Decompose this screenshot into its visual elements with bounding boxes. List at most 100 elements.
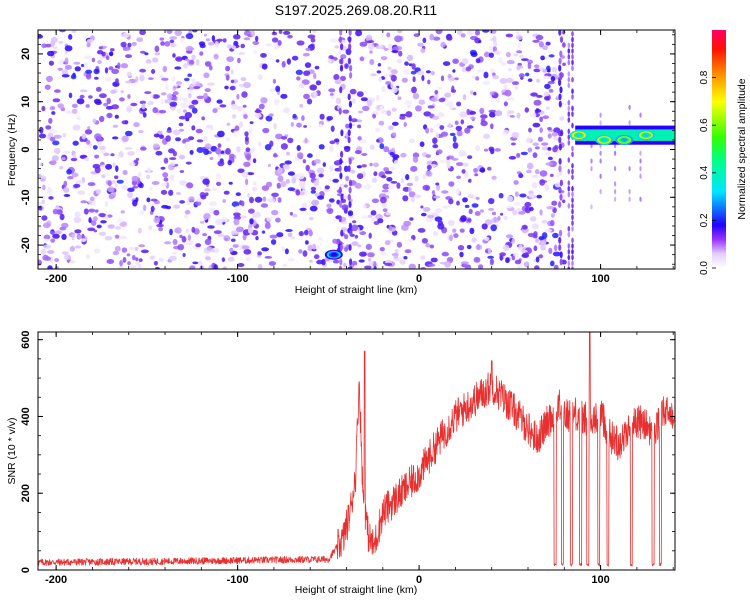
heatmap-cell: [50, 40, 55, 47]
heatmap-cell: [311, 248, 317, 252]
heatmap-cell: [252, 41, 260, 45]
heatmap-cell: [539, 240, 547, 245]
heatmap-cell: [47, 188, 54, 195]
heatmap-cell: [43, 238, 49, 242]
heatmap-cell: [54, 265, 59, 269]
heatmap-cell: [492, 75, 499, 80]
heatmap-cell: [349, 88, 357, 95]
heatmap-cell: [61, 157, 66, 161]
colorbar-tick-label: 0.6: [699, 118, 710, 132]
heatmap-cell: [299, 207, 307, 211]
heatmap-cell: [243, 114, 248, 119]
heatmap-cell: [462, 197, 468, 203]
heatmap-cell: [231, 114, 237, 119]
heatmap-cell: [180, 102, 188, 109]
heatmap-cell: [383, 48, 389, 51]
heatmap-cell: [468, 178, 472, 183]
heatmap-cell: [61, 69, 69, 76]
heatmap-cell: [542, 45, 548, 50]
heatmap-cell: [52, 98, 61, 103]
heatmap-cell: [435, 182, 440, 186]
heatmap-cell: [213, 264, 218, 269]
heatmap-cell: [134, 246, 139, 251]
heatmap-cell: [541, 142, 549, 146]
heatmap-cell: [328, 88, 336, 93]
heatmap-cell: [100, 220, 107, 224]
heatmap-cell: [567, 260, 571, 267]
heatmap-cell: [558, 57, 562, 65]
heatmap-cell: [267, 163, 271, 168]
heatmap-cell: [202, 233, 208, 237]
heatmap-cell: [108, 66, 114, 71]
heatmap-cell: [194, 201, 202, 206]
heatmap-cell: [84, 55, 93, 60]
heatmap-cell: [271, 192, 279, 197]
heatmap-cell: [273, 152, 278, 158]
heatmap-cell: [313, 180, 320, 187]
heatmap-cell: [250, 30, 255, 37]
heatmap-cell: [464, 204, 470, 208]
heatmap-cell: [456, 188, 460, 195]
chart-title: S197.2025.269.08.20.R11: [275, 2, 438, 18]
heatmap-cell: [249, 121, 254, 124]
heatmap-cell: [349, 64, 353, 72]
heatmap-cell: [452, 228, 457, 233]
heatmap-cell: [301, 115, 305, 121]
heatmap-cell: [270, 239, 277, 245]
heatmap-cell: [614, 150, 617, 156]
heatmap-cell: [329, 140, 336, 145]
heatmap-cell: [140, 146, 147, 151]
heatmap-cell: [291, 55, 299, 61]
heatmap-cell: [191, 30, 198, 33]
heatmap-cell: [80, 63, 85, 68]
heatmap-cell: [521, 252, 530, 258]
heatmap-cell: [471, 203, 479, 208]
heatmap-cell: [339, 64, 344, 72]
heatmap-cell: [571, 59, 574, 66]
heatmap-cell: [185, 117, 190, 122]
heatmap-cell: [86, 42, 91, 48]
heatmap-cell: [518, 211, 526, 215]
heatmap-cell: [590, 158, 593, 164]
heatmap-cell: [427, 214, 435, 219]
heatmap-cell: [340, 193, 344, 201]
heatmap-cell: [277, 167, 283, 174]
heatmap-cell: [52, 140, 60, 146]
heatmap-cell: [197, 260, 203, 266]
heatmap-cell: [112, 136, 119, 140]
heatmap-cell: [166, 93, 173, 100]
heatmap-cell: [340, 75, 346, 82]
heatmap-cell: [250, 147, 256, 154]
heatmap-cell: [527, 232, 536, 238]
heatmap-cell: [310, 37, 316, 43]
heatmap-cell: [217, 233, 226, 237]
heatmap-cell: [307, 244, 313, 252]
heatmap-cell: [118, 266, 124, 269]
heatmap-cell: [97, 60, 102, 64]
heatmap-cell: [382, 208, 388, 213]
heatmap-cell: [462, 94, 467, 101]
heatmap-cell: [430, 257, 438, 263]
heatmap-cell: [441, 190, 449, 194]
heatmap-cell: [317, 237, 323, 242]
heatmap-cell: [292, 113, 297, 119]
heatmap-cell: [357, 136, 362, 141]
heatmap-cell: [203, 148, 210, 155]
heatmap-cell: [540, 244, 547, 251]
heatmap-cell: [464, 127, 471, 134]
heatmap-cell: [535, 256, 540, 263]
heatmap-cell: [460, 33, 466, 38]
heatmap-cell: [471, 237, 477, 243]
heatmap-cell: [340, 129, 344, 137]
heatmap-cell: [567, 243, 571, 249]
heatmap-cell: [214, 41, 219, 48]
heatmap-cell: [107, 180, 112, 187]
heatmap-cell: [176, 97, 185, 101]
heatmap-cell: [204, 188, 211, 192]
heatmap-cell: [348, 211, 352, 215]
heatmap-cell: [83, 208, 89, 215]
heatmap-cell: [169, 36, 178, 40]
heatmap-cell: [58, 40, 64, 45]
heatmap-cell: [490, 224, 498, 232]
heatmap-cell: [372, 113, 376, 119]
